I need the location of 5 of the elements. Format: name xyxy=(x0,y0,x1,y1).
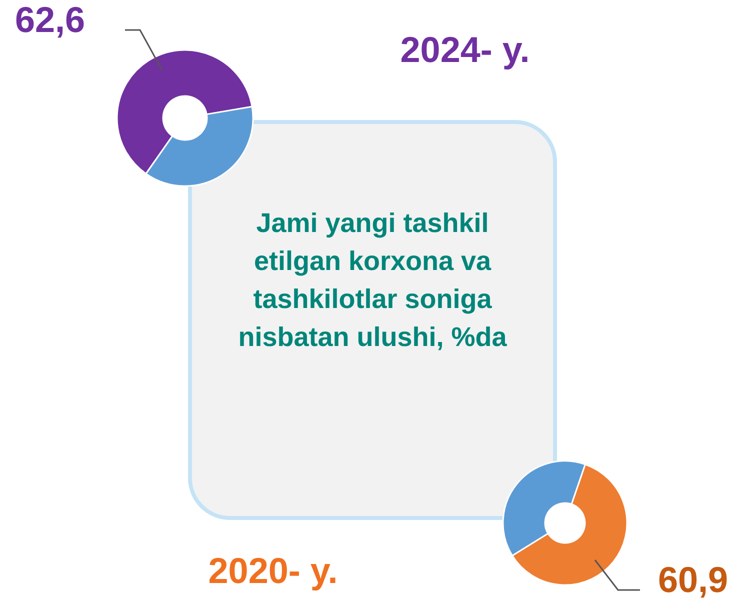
text: 2020- y. xyxy=(208,550,338,591)
data-label: 62,6 xyxy=(14,0,86,40)
text: Jami yangi tashkil etilgan korxona va tashkilotlar soniga nisbatan ulushi, %da xyxy=(238,208,508,352)
text: 2024- y. xyxy=(400,29,530,70)
data-label: 60,9 xyxy=(658,559,728,600)
